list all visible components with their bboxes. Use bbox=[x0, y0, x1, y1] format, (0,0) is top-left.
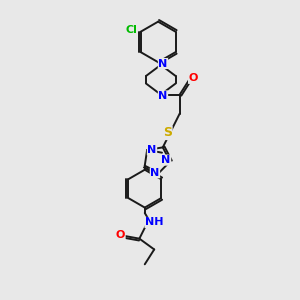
Text: O: O bbox=[188, 74, 198, 83]
Text: S: S bbox=[163, 127, 172, 140]
Text: N: N bbox=[158, 91, 168, 101]
Text: N: N bbox=[147, 145, 157, 155]
Text: O: O bbox=[116, 230, 125, 240]
Text: N: N bbox=[150, 168, 160, 178]
Text: N: N bbox=[158, 58, 168, 68]
Text: Cl: Cl bbox=[125, 26, 137, 35]
Text: N: N bbox=[161, 155, 171, 165]
Text: NH: NH bbox=[145, 218, 164, 227]
